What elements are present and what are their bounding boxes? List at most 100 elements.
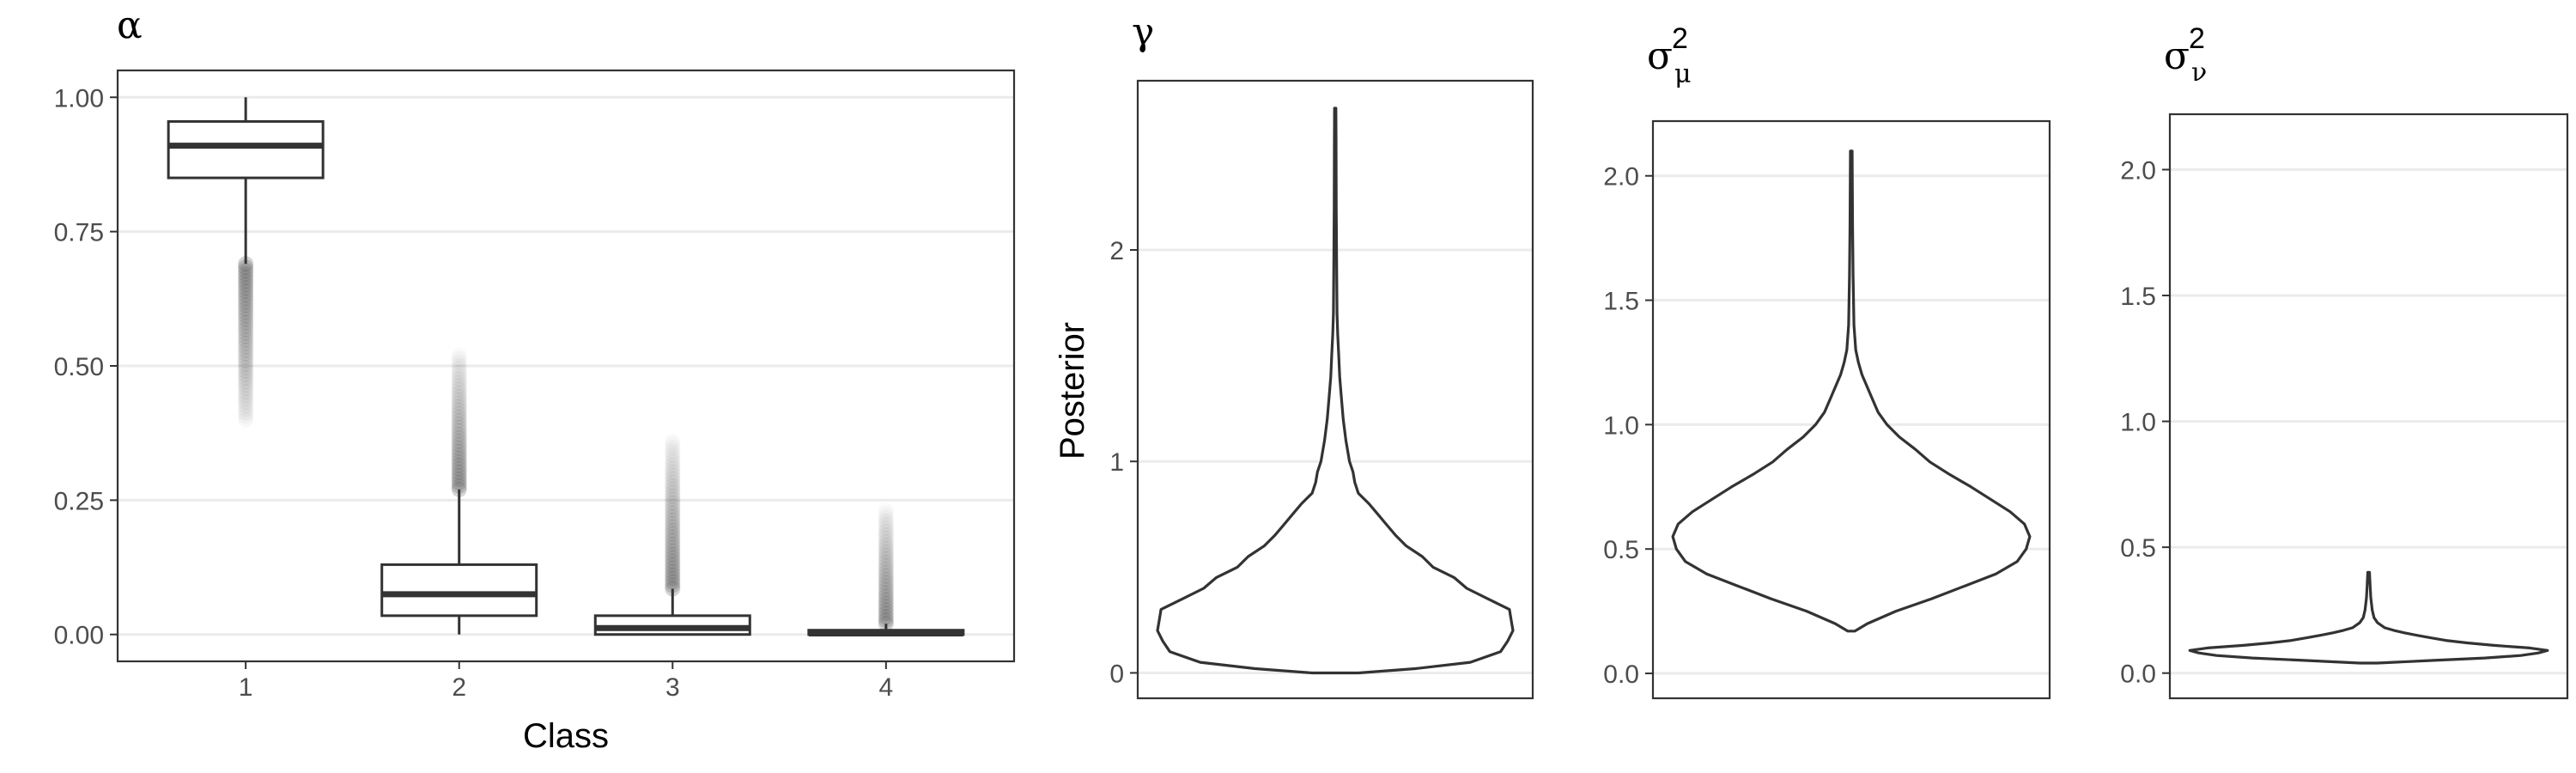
alpha-outlier-point (238, 367, 254, 383)
alpha-outlier-point (665, 519, 681, 535)
alpha-outlier-point (665, 522, 681, 539)
sigma-mu-y-tick-label: 1.0 (1603, 411, 1639, 440)
alpha-outlier-point (878, 571, 894, 587)
panel-sigma-mu-plot: 0.0 0.5 1.0 1.5 2.0 (1603, 119, 2051, 700)
gamma-y-tick-label: 1 (1109, 448, 1124, 477)
gamma-y-tick-label: 0 (1109, 660, 1124, 688)
alpha-outlier-point (878, 554, 894, 570)
alpha-outlier-point (665, 434, 680, 449)
panel-sigma-nu-title-base: σ (2164, 34, 2190, 78)
alpha-outlier-point (665, 498, 681, 514)
alpha-outlier-point (665, 557, 681, 573)
alpha-outlier-point (452, 347, 467, 362)
alpha-y-tick-label: 0.00 (54, 622, 104, 650)
gamma-y-tick-label: 2 (1109, 237, 1124, 265)
sigma-mu-panel-border (1651, 119, 2051, 700)
alpha-outlier-point (238, 391, 254, 407)
alpha-outlier-point (665, 440, 681, 456)
alpha-box (380, 563, 538, 618)
alpha-outlier-point (878, 530, 894, 546)
alpha-outlier-point (878, 540, 894, 557)
alpha-outlier-point (238, 273, 254, 289)
alpha-box (167, 119, 325, 180)
alpha-outlier-point (665, 464, 681, 480)
alpha-outlier-point (665, 539, 681, 556)
alpha-outlier-point (238, 377, 254, 393)
alpha-outlier-point (238, 398, 254, 414)
alpha-outlier-point (451, 388, 467, 405)
gamma-panel-border (1136, 79, 1534, 700)
alpha-y-tick-label: 0.75 (54, 219, 104, 247)
panel-sigma-mu-title-sub: μ (1674, 59, 1692, 89)
alpha-outlier-point (451, 354, 467, 370)
alpha-outlier-point (451, 471, 467, 487)
alpha-outlier-point (665, 474, 681, 490)
alpha-outlier-point (878, 516, 894, 533)
alpha-outlier-point (665, 478, 681, 494)
alpha-outlier-point (451, 405, 467, 422)
alpha-x-axis-label: Class (523, 717, 609, 755)
alpha-outlier-point (878, 606, 894, 622)
alpha-outlier-point (665, 453, 681, 470)
sigma-mu-y-tick-label: 0.0 (1603, 660, 1639, 689)
alpha-outlier-point (665, 536, 681, 552)
alpha-outlier-point (238, 325, 254, 341)
alpha-outlier-point (451, 457, 467, 473)
sigma-mu-y-tick-label: 1.5 (1603, 288, 1639, 316)
alpha-outlier-point (451, 395, 467, 411)
alpha-outlier-point (451, 450, 467, 466)
alpha-outlier-point (238, 328, 254, 344)
alpha-outlier-point (665, 450, 681, 466)
alpha-outlier-point (665, 550, 681, 566)
alpha-outlier-point (878, 520, 894, 536)
sigma-mu-violin (1671, 149, 2032, 633)
alpha-outlier-point (451, 440, 467, 456)
alpha-outlier-point (878, 588, 894, 605)
alpha-outlier-point (238, 353, 254, 369)
gamma-violin (1156, 107, 1515, 675)
sigma-nu-y-tick-label: 1.5 (2120, 283, 2156, 311)
alpha-outlier-point (878, 557, 894, 574)
alpha-outlier-point (238, 394, 254, 411)
panel-sigma-nu-title-sup: 2 (2189, 22, 2205, 55)
alpha-outlier-point (665, 467, 681, 484)
alpha-outlier-point (451, 402, 467, 418)
alpha-outlier-point (665, 460, 681, 477)
alpha-outlier-point (238, 270, 254, 286)
alpha-outlier-point (451, 474, 467, 490)
alpha-outlier-point (451, 364, 467, 380)
alpha-outlier-point (238, 294, 254, 310)
sigma-nu-violin (2188, 570, 2549, 665)
sigma-mu-y-tick-label: 0.5 (1603, 536, 1639, 564)
alpha-outlier-point (665, 546, 681, 563)
alpha-outlier-point (878, 595, 894, 612)
alpha-outlier-point (665, 577, 681, 593)
alpha-outlier-point (238, 363, 254, 380)
alpha-outlier-point (878, 575, 894, 591)
alpha-outlier-point (878, 513, 894, 529)
panel-sigma-mu-title-sup: 2 (1672, 22, 1688, 55)
panel-alpha-title: α (117, 3, 143, 47)
alpha-outlier-point (238, 338, 254, 355)
alpha-outlier-point (665, 495, 681, 511)
alpha-outlier-point (238, 314, 254, 331)
alpha-outlier-point (665, 570, 681, 587)
alpha-outlier-point (238, 297, 254, 313)
alpha-outlier-point (878, 523, 894, 539)
panel-gamma-title: γ (1132, 10, 1154, 54)
alpha-outlier-point (451, 374, 467, 391)
alpha-x-tick-label: 2 (452, 673, 466, 702)
alpha-outlier-point (238, 283, 254, 300)
alpha-outlier-point (665, 447, 681, 463)
gamma-y-axis-label: Posterior (1054, 322, 1091, 460)
alpha-outlier-point (238, 263, 254, 279)
alpha-outlier-point (451, 361, 467, 377)
alpha-outlier-point (238, 318, 254, 334)
alpha-outlier-point (238, 374, 254, 390)
alpha-outlier-point (878, 599, 894, 615)
alpha-outlier-point (665, 505, 681, 521)
alpha-outlier-point (451, 436, 467, 453)
alpha-outlier-point (451, 443, 467, 460)
alpha-outlier-point (451, 385, 467, 401)
